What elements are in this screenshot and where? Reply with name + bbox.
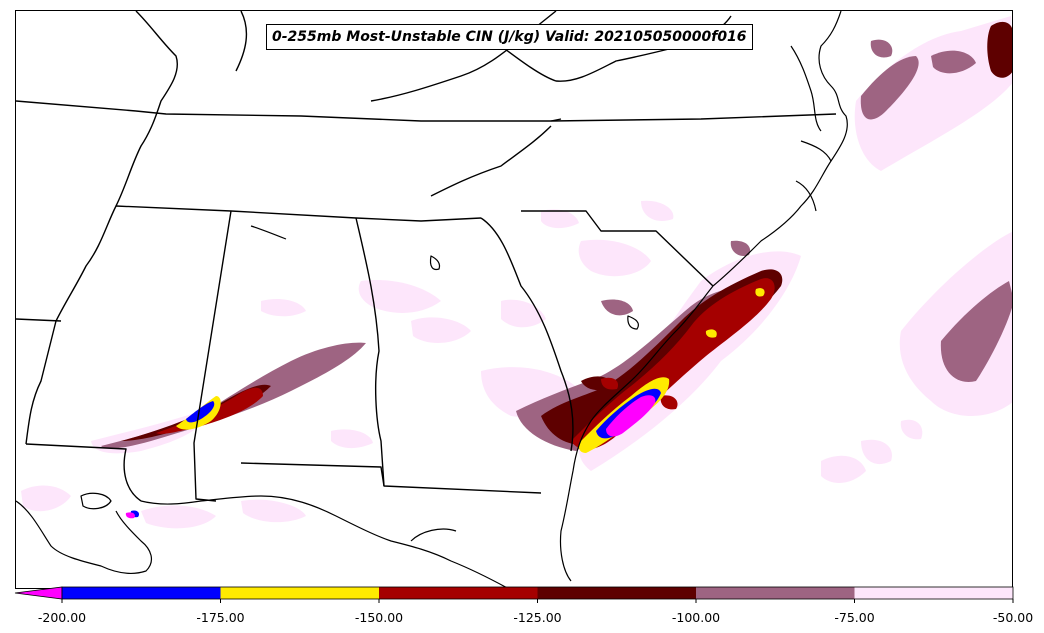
colorbar-swatch	[379, 587, 538, 599]
colorbar-tick-label: -125.00	[513, 610, 562, 625]
map-canvas	[16, 11, 1012, 588]
colorbar-swatch	[220, 587, 379, 599]
cin-band-dark-red	[156, 278, 775, 450]
colorbar-swatch	[854, 587, 1013, 599]
colorbar-tick-label: -175.00	[196, 610, 245, 625]
coastline	[16, 11, 848, 588]
colorbar-swatch	[696, 587, 855, 599]
colorbar-tick-label: -200.00	[37, 610, 87, 625]
colorbar-extend-min	[14, 586, 63, 600]
map-title: 0-255mb Most-Unstable CIN (J/kg) Valid: …	[266, 24, 753, 50]
cin-band-magenta	[125, 395, 656, 519]
cin-contours	[21, 16, 1012, 529]
colorbar-swatch	[62, 587, 221, 599]
state-borders	[16, 11, 837, 502]
colorbar-tick-label: -75.00	[834, 610, 875, 625]
colorbar-tick-label: -50.00	[992, 610, 1034, 625]
map-panel: 0-255mb Most-Unstable CIN (J/kg) Valid: …	[15, 10, 1013, 589]
colorbar-swatches	[14, 586, 1014, 603]
colorbar	[14, 586, 1014, 603]
colorbar-tick-label: -100.00	[671, 610, 721, 625]
colorbar-tick-label: -150.00	[354, 610, 404, 625]
colorbar-swatch	[537, 587, 696, 599]
